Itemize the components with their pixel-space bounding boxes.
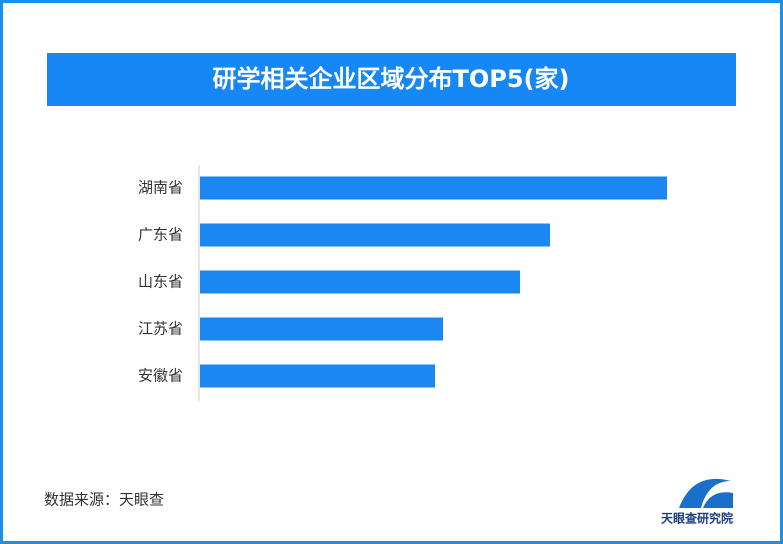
y-tick-label: 山东省 [138, 273, 183, 291]
logo: 天眼查研究院 [661, 478, 733, 526]
bar [200, 364, 435, 388]
logo-mark [679, 478, 731, 508]
y-tick-label: 广东省 [138, 226, 183, 244]
bar [200, 176, 667, 200]
chart: 研学相关企业区域分布TOP5(家) 数据来源：天眼查 天眼查研究院 湖南省广东省… [44, 53, 736, 526]
y-tick-label: 安徽省 [138, 367, 183, 385]
chart-title: 研学相关企业区域分布TOP5(家) [213, 65, 570, 93]
bar [200, 270, 520, 294]
y-tick-label: 江苏省 [138, 320, 183, 338]
bar [200, 317, 443, 341]
title-banner [47, 53, 736, 106]
bar [200, 223, 550, 247]
source: 数据来源：天眼查 [44, 491, 164, 509]
y-tick-label: 湖南省 [138, 179, 183, 197]
logo-mark [703, 492, 733, 508]
logo-text: 天眼查研究院 [661, 511, 733, 526]
